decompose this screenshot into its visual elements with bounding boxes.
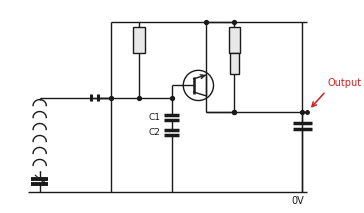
FancyBboxPatch shape (133, 27, 145, 53)
FancyBboxPatch shape (229, 27, 240, 53)
Text: C2: C2 (149, 128, 161, 137)
Text: C1: C1 (149, 113, 161, 122)
Text: 0V: 0V (291, 196, 304, 206)
FancyBboxPatch shape (230, 53, 239, 74)
Text: Output: Output (328, 78, 362, 88)
